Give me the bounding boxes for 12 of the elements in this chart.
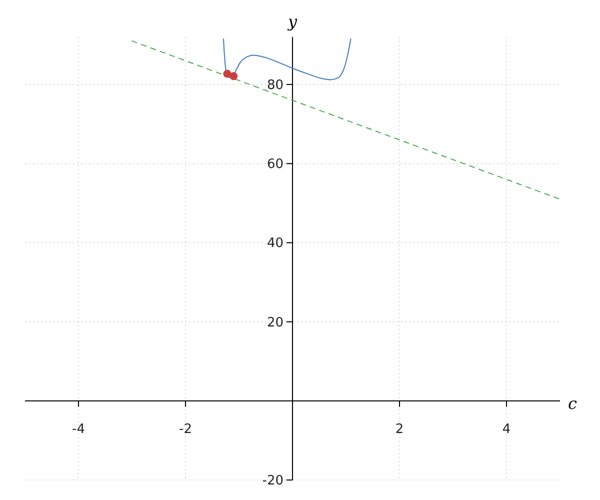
y-axis-title: y <box>286 12 298 31</box>
x-axis-title: c <box>568 394 577 413</box>
x-tick-label: -4 <box>72 422 85 437</box>
x-tick-label: -2 <box>179 422 192 437</box>
line-series <box>222 38 352 80</box>
y-tick-label: 20 <box>266 315 284 330</box>
y-tick-label: -20 <box>262 474 284 489</box>
y-tick-label: 40 <box>266 236 284 252</box>
y-tick-label: 80 <box>266 78 284 94</box>
y-tick-label: 60 <box>266 157 284 172</box>
x-tick-label: 2 <box>395 422 404 437</box>
x-tick-label: 4 <box>502 422 511 437</box>
